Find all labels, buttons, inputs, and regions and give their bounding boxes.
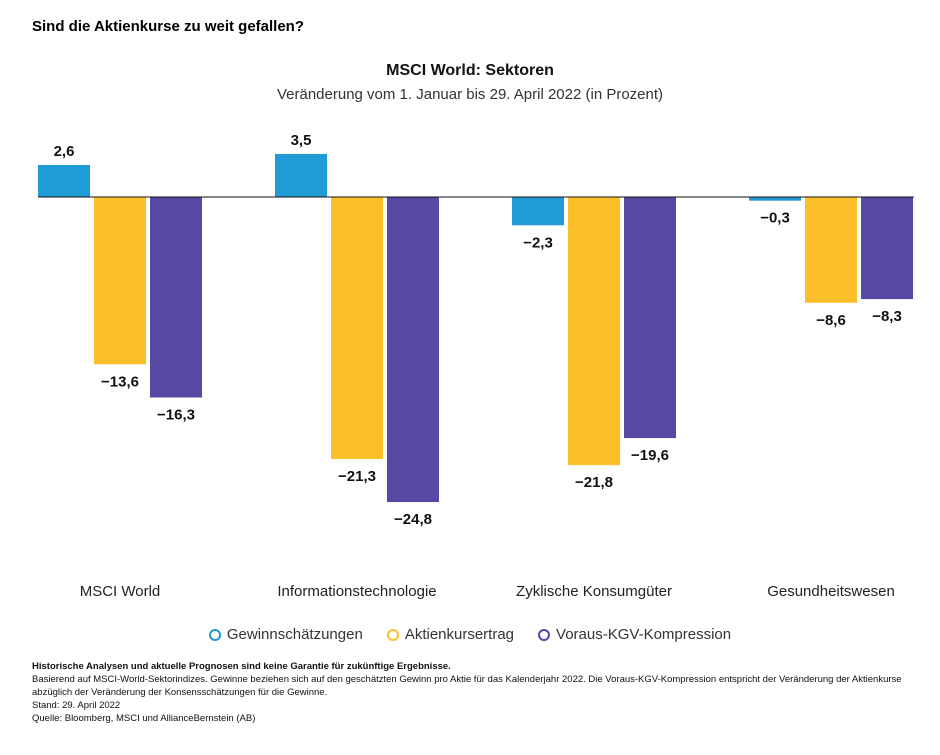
bar-plot: 2,6 3,5 −2,3 −0,3 −13,6 −21,3 −21,8 −8,6 −16,3 −2… bbox=[38, 132, 914, 600]
data-label: −0,3 bbox=[760, 210, 790, 227]
bar bbox=[805, 197, 857, 303]
bar bbox=[387, 197, 439, 503]
category-label: Gesundheitswesen bbox=[767, 583, 895, 600]
bar bbox=[861, 197, 913, 300]
bar bbox=[38, 165, 90, 197]
bar bbox=[624, 197, 676, 439]
data-label: −8,3 bbox=[872, 308, 902, 325]
data-label: −2,3 bbox=[523, 234, 553, 251]
category-label: Informationstechnologie bbox=[277, 583, 436, 600]
footnotes: Historische Analysen und aktuelle Progno… bbox=[32, 660, 922, 725]
legend: Gewinnschätzungen Aktienkursertrag Voraus-… bbox=[0, 626, 940, 643]
legend-label: Voraus-KGV-Kompression bbox=[556, 626, 732, 643]
chart-title: MSCI World: Sektoren bbox=[386, 62, 554, 79]
headline: Sind die Aktienkurse zu weit gefallen? bbox=[32, 18, 304, 35]
data-label: −21,3 bbox=[338, 468, 376, 485]
date-note: Stand: 29. April 2022 bbox=[32, 700, 121, 711]
bar bbox=[568, 197, 620, 466]
bar bbox=[331, 197, 383, 459]
disclaimer: Historische Analysen und aktuelle Progno… bbox=[32, 661, 451, 672]
bar bbox=[150, 197, 202, 398]
legend-label: Aktienkursertrag bbox=[404, 626, 515, 643]
legend-label: Gewinnschätzungen bbox=[226, 626, 363, 643]
category-label: MSCI World bbox=[80, 583, 161, 600]
bar bbox=[749, 197, 801, 201]
bar bbox=[275, 153, 327, 197]
bar bbox=[512, 197, 564, 226]
legend-item: Aktienkursertrag bbox=[386, 626, 515, 643]
data-label: −19,6 bbox=[631, 447, 669, 464]
legend-item: Gewinnschätzungen bbox=[208, 626, 363, 643]
data-label: 2,6 bbox=[54, 143, 75, 160]
data-label: −8,6 bbox=[816, 312, 846, 329]
legend-item: Voraus-KGV-Kompression bbox=[538, 626, 731, 643]
chart-subtitle: Veränderung vom 1. Januar bis 29. April … bbox=[276, 86, 664, 103]
source-note: Quelle: Bloomberg, MSCI und AllianceBern… bbox=[32, 713, 256, 724]
basis-note: Basierend auf MSCI-World-Sektorindizes. … bbox=[32, 674, 902, 698]
category-label: Zyklische Konsumgüter bbox=[516, 583, 672, 600]
legend-marker-icon bbox=[538, 628, 551, 641]
data-label: 3,5 bbox=[291, 132, 312, 149]
bar bbox=[94, 197, 146, 365]
legend-marker-icon bbox=[386, 628, 399, 641]
data-label: −13,6 bbox=[101, 373, 139, 390]
data-label: −21,8 bbox=[575, 474, 613, 491]
data-label: −16,3 bbox=[157, 406, 195, 423]
data-label: −24,8 bbox=[394, 511, 432, 528]
legend-marker-icon bbox=[208, 628, 221, 641]
